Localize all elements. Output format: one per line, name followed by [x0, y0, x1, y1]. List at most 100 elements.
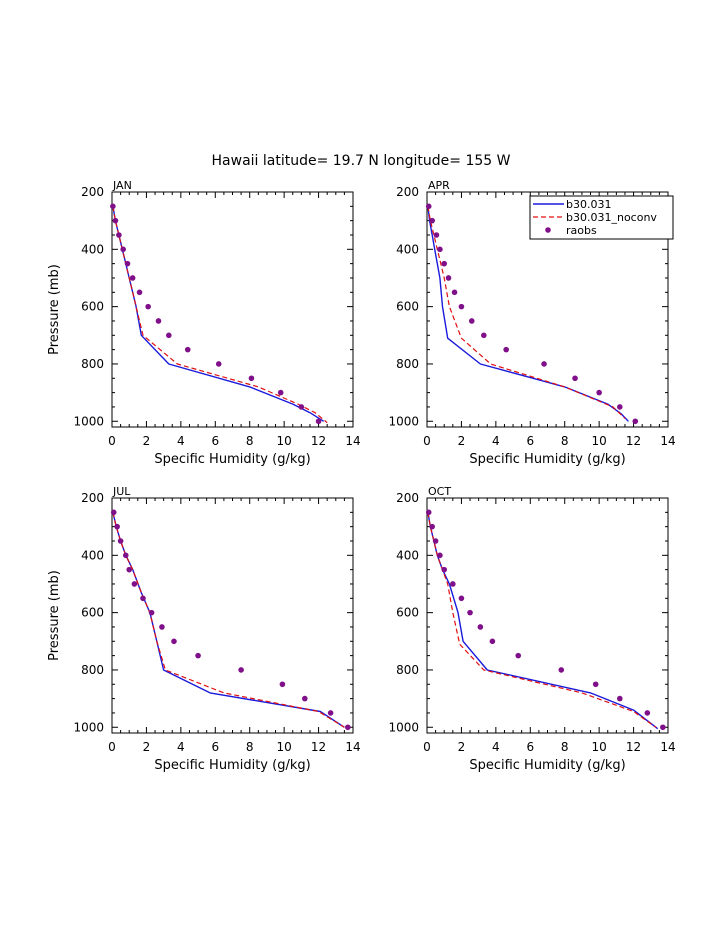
x-tick-label: 0 — [423, 434, 431, 448]
raobs-point — [112, 217, 119, 224]
raobs-point — [660, 724, 666, 731]
raobs-point — [166, 332, 172, 339]
raobs-point — [279, 681, 286, 688]
panel-jan: 0 2 4 6 8 10 12 14 200 400 600 800 1000 JAN Specific H… — [47, 179, 361, 467]
raobs-point — [437, 552, 443, 559]
x-tick-label: 8 — [561, 434, 569, 448]
series-line-noconv — [112, 512, 345, 728]
raobs-point — [503, 346, 509, 353]
x-tick-label: 4 — [177, 740, 185, 754]
plot-frame-jul — [111, 497, 354, 734]
x-tick-label: 12 — [626, 434, 641, 448]
series-line-noconv — [112, 206, 328, 424]
raobs-point — [451, 289, 458, 296]
plot-frame-jan — [111, 191, 354, 428]
raobs-point — [515, 652, 522, 659]
raobs-point — [429, 217, 435, 224]
raobs-point — [617, 404, 623, 410]
raobs-point — [298, 404, 305, 410]
y-tick-label: 400 — [81, 242, 104, 256]
y-tick-label: 600 — [396, 300, 419, 314]
raobs-point — [238, 667, 244, 673]
y-tick-label: 400 — [396, 242, 419, 256]
raobs-point — [110, 203, 116, 210]
raobs-point — [458, 303, 465, 310]
y-tick-label: 600 — [81, 300, 104, 314]
raobs-point — [131, 581, 138, 587]
y-tick-label: 1000 — [388, 414, 419, 428]
raobs-point — [429, 523, 435, 530]
raobs-point — [248, 375, 255, 382]
x-tick-label: 10 — [592, 740, 607, 754]
raobs-point — [148, 609, 155, 616]
raobs-point — [425, 509, 432, 516]
y-tick-label: 800 — [396, 663, 419, 677]
x-tick-label: 6 — [211, 740, 219, 754]
series-line-b30 — [427, 206, 629, 422]
raobs-point — [140, 595, 146, 602]
legend-label-0: b30.031 — [566, 198, 611, 211]
x-tick-label: 10 — [592, 434, 607, 448]
x-tick-label: 8 — [561, 740, 569, 754]
x-tick-label: 12 — [311, 740, 326, 754]
x-axis-label: Specific Humidity (g/kg) — [154, 452, 310, 467]
x-tick-label: 6 — [526, 434, 534, 448]
raobs-point — [345, 724, 351, 731]
x-tick-label: 4 — [492, 740, 500, 754]
raobs-point — [592, 681, 599, 688]
x-axis-label: Specific Humidity (g/kg) — [469, 452, 625, 467]
raobs-point — [120, 246, 126, 253]
x-tick-label: 2 — [143, 434, 151, 448]
raobs-point — [572, 375, 578, 382]
raobs-point — [117, 538, 124, 544]
panel-oct: 0 2 4 6 8 10 12 14 200 400 600 800 1000 OCT Specific H… — [388, 485, 675, 773]
raobs-point — [433, 232, 440, 238]
x-tick-label: 10 — [277, 740, 292, 754]
raobs-point — [114, 523, 120, 530]
y-tick-label: 600 — [81, 606, 104, 620]
raobs-point — [159, 624, 165, 630]
x-tick-label: 6 — [526, 740, 534, 754]
y-tick-label: 800 — [81, 663, 104, 677]
panel-label-jan: JAN — [112, 179, 132, 192]
plot-frame-oct — [426, 497, 669, 734]
x-tick-label: 14 — [660, 434, 675, 448]
x-tick-label: 0 — [423, 740, 431, 754]
y-tick-label: 400 — [81, 548, 104, 562]
raobs-point — [122, 552, 129, 559]
raobs-point — [437, 246, 443, 253]
raobs-point — [617, 695, 623, 702]
raobs-point — [441, 260, 448, 267]
raobs-point — [327, 710, 334, 716]
x-tick-label: 8 — [246, 740, 254, 754]
raobs-point — [458, 595, 465, 602]
raobs-point — [315, 418, 322, 425]
raobs-point — [302, 695, 308, 702]
raobs-point — [445, 275, 452, 281]
y-tick-label: 600 — [396, 606, 419, 620]
x-tick-label: 2 — [458, 740, 466, 754]
x-tick-label: 2 — [458, 434, 466, 448]
legend-marker — [545, 227, 551, 233]
y-axis-label: Pressure (mb) — [47, 570, 62, 661]
legend-label-1: b30.031_noconv — [566, 211, 657, 224]
x-tick-label: 0 — [108, 740, 116, 754]
raobs-point — [644, 710, 651, 716]
panel-label-jul: JUL — [112, 485, 131, 498]
x-tick-label: 14 — [345, 434, 360, 448]
series-line-noconv — [427, 512, 657, 728]
raobs-point — [171, 638, 177, 645]
x-tick-label: 2 — [143, 740, 151, 754]
raobs-point — [441, 566, 448, 573]
legend-label-2: raobs — [566, 224, 597, 237]
raobs-point — [558, 667, 565, 673]
series-line-noconv — [427, 206, 626, 419]
y-tick-label: 200 — [81, 491, 104, 505]
y-tick-label: 1000 — [73, 414, 104, 428]
series-line-b30 — [112, 512, 345, 728]
panel-label-oct: OCT — [428, 485, 451, 498]
raobs-point — [215, 361, 222, 367]
raobs-point — [632, 418, 639, 425]
